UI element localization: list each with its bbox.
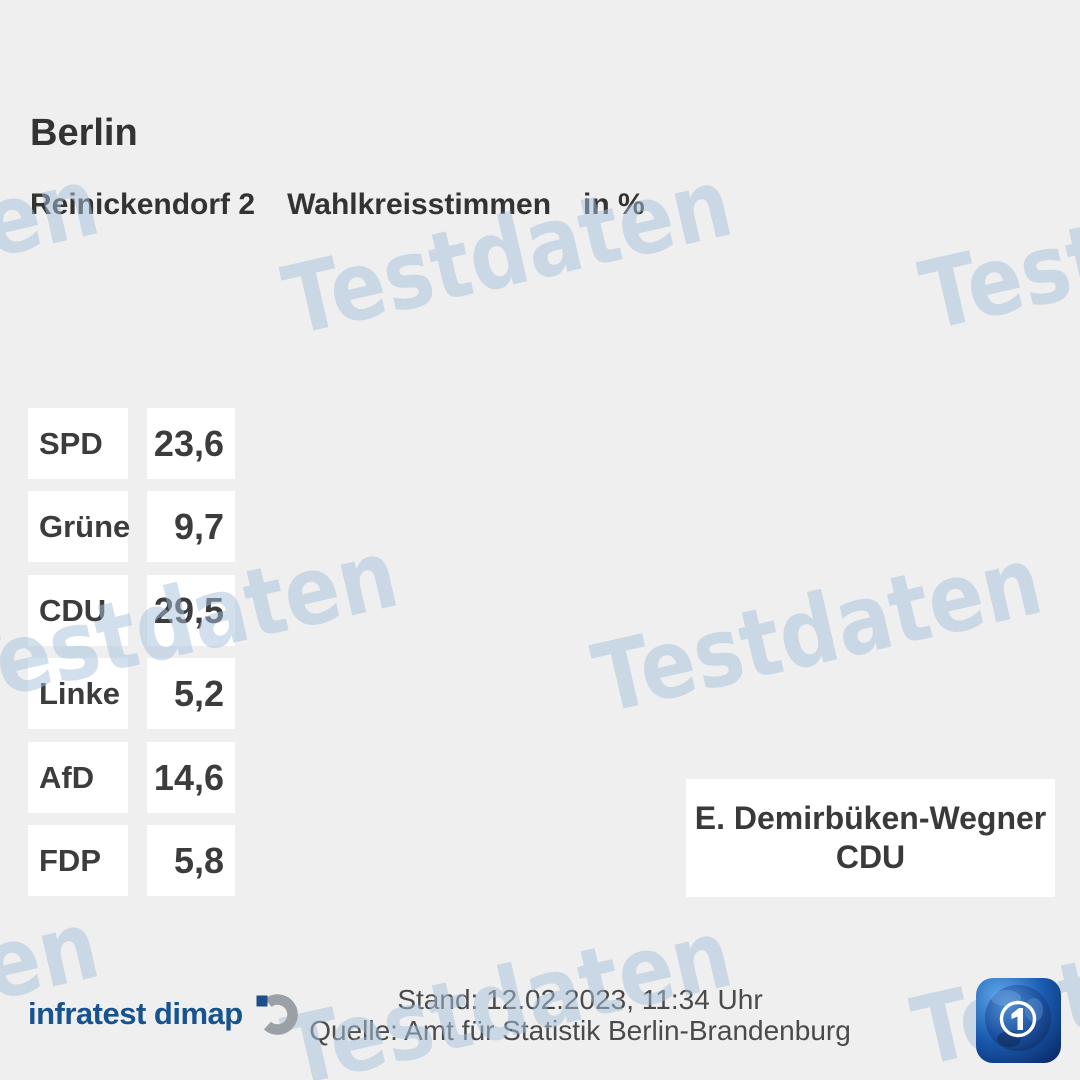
- winner-box: E. Demirbüken-Wegner CDU: [686, 779, 1055, 897]
- page-title: Berlin: [30, 112, 138, 154]
- party-value: 14,6: [147, 742, 235, 813]
- party-label: AfD: [28, 742, 128, 813]
- unit-label: in %: [583, 188, 645, 221]
- party-value: 29,5: [147, 575, 235, 646]
- testdata-watermark: Testdaten: [911, 143, 1080, 353]
- party-label: SPD: [28, 408, 128, 479]
- winner-party: CDU: [835, 839, 906, 875]
- testdata-watermark: Testdaten: [274, 148, 742, 358]
- winner-name: E. Demirbüken-Wegner: [694, 800, 1047, 836]
- status-text: Stand: 12.02.2023, 11:34 Uhr Quelle: Amt…: [80, 984, 1080, 1046]
- table-row: AfD 14,6: [0, 742, 300, 813]
- infratest-dimap-logo-icon: [256, 993, 298, 1035]
- party-value: 23,6: [147, 408, 235, 479]
- table-row: CDU 29,5: [0, 575, 300, 646]
- vote-type-label: Wahlkreisstimmen: [287, 188, 552, 221]
- stand-line: Stand: 12.02.2023, 11:34 Uhr: [397, 984, 763, 1015]
- infratest-dimap-brand: infratest dimap: [28, 990, 298, 1038]
- party-label: Grüne: [28, 491, 130, 562]
- party-label: FDP: [28, 825, 128, 896]
- testdata-watermark: Testdaten: [584, 526, 1052, 736]
- source-line: Quelle: Amt für Statistik Berlin-Branden…: [309, 1015, 851, 1046]
- party-label: CDU: [28, 575, 128, 646]
- table-row: FDP 5,8: [0, 825, 300, 896]
- infratest-dimap-wordmark: infratest dimap: [28, 996, 243, 1031]
- party-label: Linke: [28, 658, 128, 729]
- subtitle: Reinickendorf 2 Wahlkreisstimmen in %: [30, 188, 645, 222]
- testdata-watermark: Testdaten: [0, 147, 109, 357]
- party-value: 9,7: [147, 491, 235, 562]
- table-row: Linke 5,2: [0, 658, 300, 729]
- ard-one-logo-icon: [975, 977, 1062, 1064]
- table-row: SPD 23,6: [0, 408, 300, 479]
- party-value: 5,8: [147, 825, 235, 896]
- table-row: Grüne 9,7: [0, 491, 300, 562]
- party-value: 5,2: [147, 658, 235, 729]
- district-label: Reinickendorf 2: [30, 188, 256, 221]
